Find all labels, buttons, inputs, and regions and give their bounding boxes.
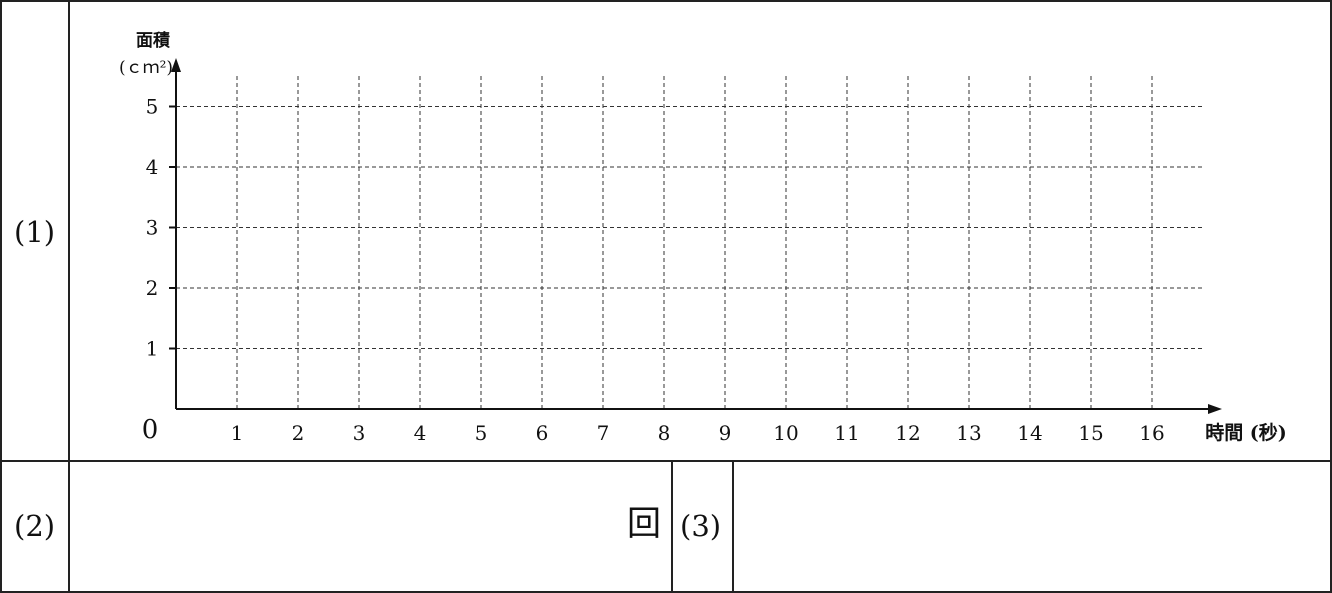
y-axis-arrow (171, 58, 181, 72)
x-tick-label-1: 1 (231, 421, 244, 445)
y-tick-label-5: 5 (146, 95, 159, 119)
x-tick-label-7: 7 (597, 421, 610, 445)
x-tick-label-11: 11 (834, 421, 859, 445)
row-divider (0, 460, 1332, 462)
question-1-label: (1) (14, 215, 56, 249)
left-border (0, 0, 2, 593)
answer-2-unit: 回 (627, 504, 661, 544)
x-tick-label-15: 15 (1078, 421, 1103, 445)
origin-label: 0 (142, 415, 159, 445)
question-2-label: (2) (14, 509, 56, 543)
x-tick-label-5: 5 (475, 421, 488, 445)
top-border (0, 0, 1332, 2)
y-tick-label-3: 3 (146, 216, 159, 240)
y-tick-label-4: 4 (146, 155, 159, 179)
x-tick-label-4: 4 (414, 421, 427, 445)
right-border (1330, 0, 1332, 593)
y-tick-label-2: 2 (146, 276, 159, 300)
x-tick-label-3: 3 (353, 421, 366, 445)
x-tick-label-9: 9 (719, 421, 732, 445)
question-3-label: (3) (680, 509, 722, 543)
bottom-border (0, 591, 1332, 593)
x-tick-label-10: 10 (773, 421, 798, 445)
x-tick-label-14: 14 (1017, 421, 1042, 445)
y-axis-label-name: 面積 (136, 30, 171, 51)
x-tick-label-8: 8 (658, 421, 671, 445)
graph-grid (176, 76, 1205, 409)
y-axis-label-unit: (ｃｍ²) (119, 58, 173, 78)
graph-axes (169, 58, 1222, 414)
label-column-divider (68, 0, 70, 593)
x-axis-arrow (1208, 404, 1222, 414)
x-tick-label-6: 6 (536, 421, 549, 445)
q3-left-divider (671, 460, 673, 593)
x-tick-label-16: 16 (1139, 421, 1164, 445)
x-axis-label: 時間 (秒) (1205, 421, 1287, 444)
y-tick-label-1: 1 (146, 337, 159, 361)
x-tick-label-12: 12 (895, 421, 920, 445)
q3-label-divider (732, 460, 734, 593)
x-tick-label-2: 2 (292, 421, 305, 445)
x-tick-label-13: 13 (956, 421, 981, 445)
